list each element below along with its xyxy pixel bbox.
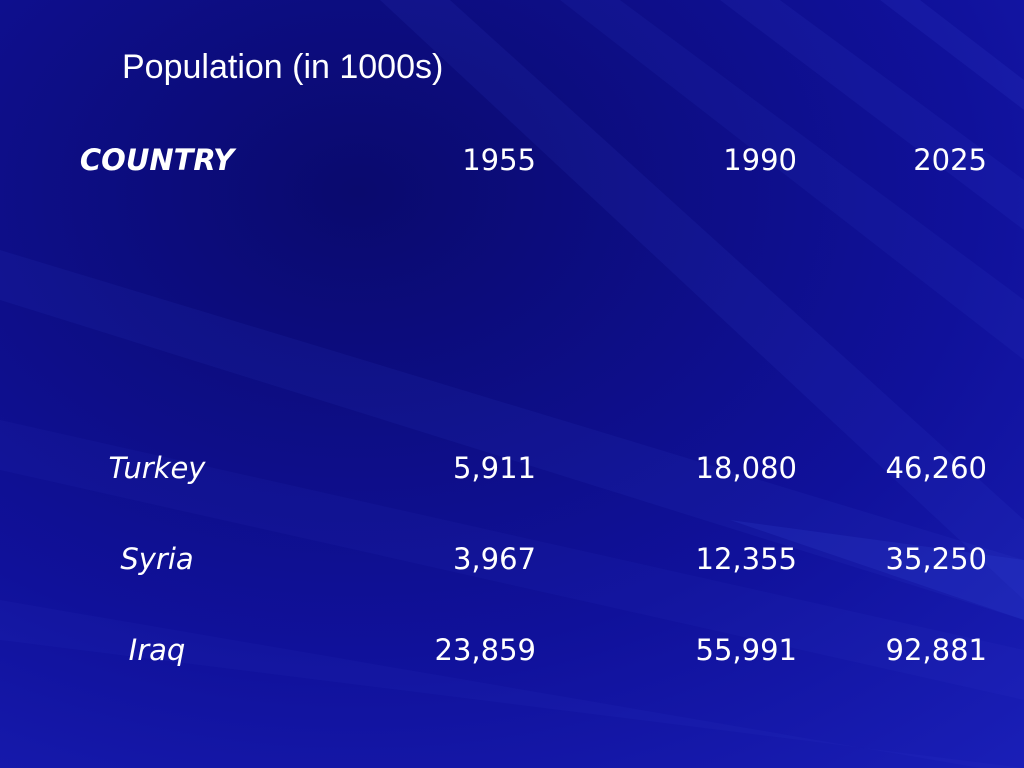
population-value: 23,859 <box>435 633 536 667</box>
population-value: 12,355 <box>696 542 797 576</box>
country-name: Iraq <box>129 633 186 667</box>
header-country: COUNTRY <box>80 143 237 177</box>
population-value: 18,080 <box>696 451 797 485</box>
population-value: 55,991 <box>696 633 797 667</box>
population-value: 5,911 <box>453 451 536 485</box>
country-name: Syria <box>120 542 193 576</box>
slide-title: Population (in 1000s) <box>122 48 443 86</box>
population-value: 46,260 <box>886 451 987 485</box>
country-name: Turkey <box>109 451 207 485</box>
population-value: 3,967 <box>453 542 536 576</box>
population-value: 35,250 <box>886 542 987 576</box>
header-year: 2025 <box>913 143 987 177</box>
population-value: 92,881 <box>886 633 987 667</box>
header-year: 1990 <box>723 143 797 177</box>
population-table: COUNTRY 1955 1990 2025 Turkey 5,911 18,080 46,2… <box>80 143 987 667</box>
header-year: 1955 <box>462 143 536 177</box>
